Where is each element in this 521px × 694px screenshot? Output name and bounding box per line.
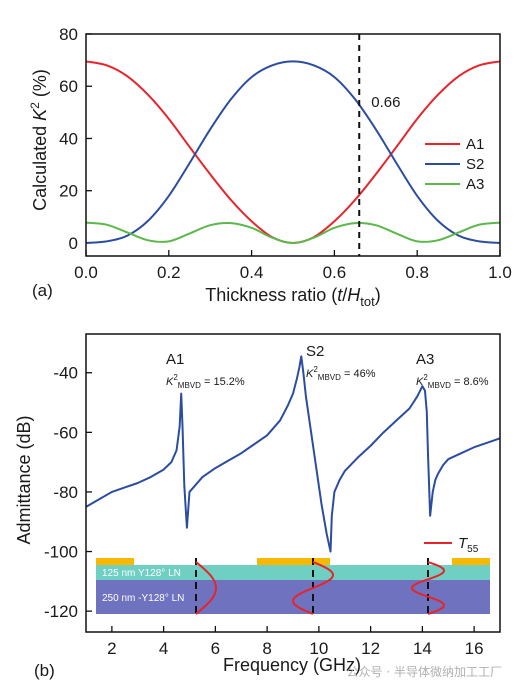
device-cross-section: 125 nm Y128° LN 250 nm -Y128° LN [96, 558, 490, 618]
panel-a-xtick-label: 0.6 [323, 263, 347, 282]
mode-label-s2: S2 [306, 343, 324, 360]
electrode [452, 558, 490, 565]
panel-a-xlabel: Thickness ratio (t/Htot) [205, 285, 381, 309]
panel-b-xtick-label: 12 [361, 639, 380, 658]
mode-label-a3: A3 [416, 351, 434, 368]
panel-a-xtick-label: 0.0 [74, 263, 98, 282]
panel-b-legend: T55 [424, 535, 479, 555]
panel-b-xtick-label: 6 [211, 639, 220, 658]
mode-label-a1: A1 [166, 351, 184, 368]
panel-b-xlabel: Frequency (GHz) [223, 655, 361, 675]
stress-profile-line [410, 561, 445, 615]
layer-bottom-label: 250 nm -Y128° LN [102, 593, 184, 604]
layer-top-label: 125 nm Y128° LN [102, 568, 181, 579]
panel-b-ytick-label: -120 [44, 602, 78, 621]
series-line-s2 [85, 60, 501, 244]
legend-label-t55: T55 [458, 535, 479, 555]
panel-b-ytick-label: -60 [53, 423, 78, 442]
electrode [257, 558, 330, 565]
coupling-label-a1: K2MBVD = 15.2% [166, 373, 245, 390]
panel-b-xtick-label: 10 [309, 639, 328, 658]
panel-a-ytick-label: 80 [59, 25, 78, 44]
panel-b: 125 nm Y128° LN 250 nm -Y128° LN 2 4 6 8 10 12… [14, 333, 501, 680]
panel-a-ytick-label: 40 [59, 129, 78, 148]
series-line-a1 [85, 60, 501, 244]
admittance-curve [85, 355, 501, 553]
panel-b-frame [85, 333, 501, 633]
panel-b-series [85, 355, 501, 553]
legend-label-a3: A3 [466, 176, 484, 193]
legend-label-s2: S2 [466, 156, 484, 173]
legend-label-a1: A1 [466, 136, 484, 153]
panel-b-xtick-label: 4 [159, 639, 168, 658]
panel-a-ytick-label: 0 [69, 234, 78, 253]
panel-a-frame [85, 33, 501, 257]
panel-b-ytick-label: -100 [44, 543, 78, 562]
panel-a-label: (a) [32, 281, 53, 300]
panel-a: 0.0 0.2 0.4 0.6 0.8 1.0 0 20 40 60 80 0.66 (a) Thi… [28, 25, 512, 309]
coupling-label-a3: K2MBVD = 8.6% [416, 373, 489, 390]
panel-b-xtick-label: 16 [465, 639, 484, 658]
coupling-label-s2: K2MBVD = 46% [306, 365, 376, 382]
panel-a-xtick-label: 0.2 [157, 263, 181, 282]
stress-profile-line [195, 561, 218, 615]
panel-a-xtick-label: 0.8 [405, 263, 429, 282]
panel-b-xtick-label: 8 [262, 639, 271, 658]
panel-b-ylabel: Admittance (dB) [14, 415, 34, 544]
panel-a-ytick-label: 20 [59, 182, 78, 201]
stress-profile-line [291, 561, 335, 615]
vertical-marker-label: 0.66 [371, 94, 400, 111]
mode-annotations: A1 K2MBVD = 15.2% S2 K2MBVD = 46% A3 K2MBVD =… [166, 343, 489, 390]
panel-b-xtick-label: 2 [107, 639, 116, 658]
panel-a-xtick-label: 0.4 [240, 263, 264, 282]
layer-bottom-ln [96, 580, 490, 614]
panel-b-ticks: 2 4 6 8 10 12 14 16 -40 -60 -80 -100 -120 [44, 364, 484, 658]
panel-a-series [85, 60, 501, 244]
panel-b-xtick-label: 14 [413, 639, 432, 658]
series-line-a3 [85, 221, 501, 244]
panel-b-ytick-label: -80 [53, 483, 78, 502]
electrode [96, 558, 134, 565]
panel-b-label: (b) [34, 661, 55, 680]
layer-top-ln [96, 565, 490, 580]
panel-a-ylabel: Calculated K2 (%) [28, 69, 50, 211]
panel-b-ytick-label: -40 [53, 364, 78, 383]
panel-a-legend: A1 S2 A3 [425, 136, 484, 193]
watermark: 公众号 · 半导体微纳加工工厂 [347, 665, 502, 679]
panel-a-xtick-label: 1.0 [488, 263, 512, 282]
panel-a-ticks: 0.0 0.2 0.4 0.6 0.8 1.0 0 20 40 60 80 [59, 25, 512, 282]
panel-a-ytick-label: 60 [59, 77, 78, 96]
